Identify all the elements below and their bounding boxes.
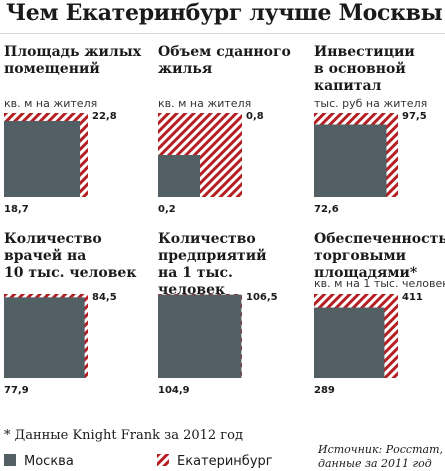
legend-item-moscow: Москва bbox=[4, 454, 74, 469]
chart-squares bbox=[4, 113, 88, 197]
chart-title: Количество врачей на 10 тыс. человек bbox=[4, 231, 137, 281]
value-label-moscow: 289 bbox=[314, 385, 335, 396]
legend-item-yekaterinburg: Екатеринбург bbox=[157, 454, 273, 469]
chart-title: Обеспеченность торговыми площадями* bbox=[314, 231, 445, 281]
footnote: * Данные Knight Frank за 2012 год bbox=[4, 428, 243, 443]
page-title: Чем Екатеринбург лучше Москвы bbox=[6, 0, 443, 26]
value-label-moscow: 104,9 bbox=[158, 385, 190, 396]
title-divider bbox=[0, 33, 445, 34]
square-moscow bbox=[158, 294, 242, 378]
chart-squares bbox=[158, 294, 242, 378]
legend-swatch-moscow bbox=[4, 454, 16, 466]
square-moscow bbox=[4, 120, 81, 197]
chart-unit-label: кв. м на жителя bbox=[158, 97, 252, 110]
chart-title: Объем сданного жилья bbox=[158, 44, 291, 77]
chart-title: Инвестиции в основной капитал bbox=[314, 44, 415, 94]
legend-label-moscow: Москва bbox=[24, 454, 74, 469]
value-label-yekaterinburg: 0,8 bbox=[246, 111, 264, 122]
value-label-yekaterinburg: 84,5 bbox=[92, 292, 117, 303]
legend-swatch-yekaterinburg bbox=[157, 454, 169, 466]
legend-label-yekaterinburg: Екатеринбург bbox=[177, 454, 273, 469]
chart-squares bbox=[314, 113, 398, 197]
square-moscow bbox=[158, 155, 200, 197]
value-label-moscow: 77,9 bbox=[4, 385, 29, 396]
value-label-yekaterinburg: 22,8 bbox=[92, 111, 117, 122]
value-label-moscow: 0,2 bbox=[158, 204, 176, 215]
chart-squares bbox=[4, 294, 88, 378]
value-label-moscow: 72,6 bbox=[314, 204, 339, 215]
chart-title: Площадь жилых помещений bbox=[4, 44, 142, 77]
chart-unit-label: кв. м на 1 тыс. человек bbox=[314, 277, 445, 290]
chart-unit-label: кв. м на жителя bbox=[4, 97, 98, 110]
chart-squares bbox=[158, 113, 242, 197]
square-moscow bbox=[4, 297, 85, 378]
source-note: Источник: Росстат, данные за 2011 год bbox=[318, 443, 444, 470]
chart-squares bbox=[314, 294, 398, 378]
value-label-yekaterinburg: 106,5 bbox=[246, 292, 278, 303]
value-label-yekaterinburg: 97,5 bbox=[402, 111, 427, 122]
value-label-yekaterinburg: 411 bbox=[402, 292, 423, 303]
square-moscow bbox=[314, 124, 387, 197]
square-moscow bbox=[314, 307, 385, 378]
chart-title: Количество предприятий на 1 тыс. человек bbox=[158, 231, 267, 298]
chart-unit-label: тыс. руб на жителя bbox=[314, 97, 428, 110]
value-label-moscow: 18,7 bbox=[4, 204, 29, 215]
